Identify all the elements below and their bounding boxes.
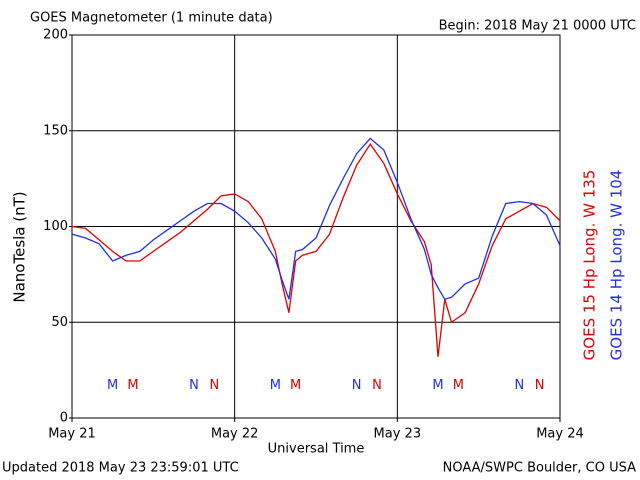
- y-tick-label: 100: [43, 219, 68, 234]
- line-series: [71, 142, 561, 357]
- annotation: N: [514, 378, 524, 393]
- footer-left: Updated 2018 May 23 23:59:01 UTC: [2, 461, 239, 476]
- annotation: M: [270, 378, 281, 393]
- chart-subtitle: Begin: 2018 May 21 0000 UTC: [439, 19, 636, 34]
- chart-title: GOES Magnetometer (1 minute data): [30, 11, 273, 26]
- annotation: N: [372, 378, 382, 393]
- annotation: M: [453, 378, 464, 393]
- annotation: N: [189, 378, 199, 393]
- annotation: M: [127, 378, 138, 393]
- annotation: M: [290, 378, 301, 393]
- annotation: M: [107, 378, 118, 393]
- y-tick-label: 150: [43, 123, 68, 138]
- y-tick-label: 50: [51, 315, 68, 330]
- y-tick-label: 0: [60, 411, 68, 426]
- annotation: N: [535, 378, 545, 393]
- x-tick-label: May 23: [374, 427, 422, 442]
- line-series: [71, 137, 561, 301]
- x-tick-label: May 21: [48, 427, 96, 442]
- legend-entry: GOES 15 Hp Long. W 135: [581, 170, 599, 361]
- legend-entry: GOES 14 Hp Long. W 104: [608, 170, 626, 361]
- x-tick-label: May 24: [536, 427, 584, 442]
- annotation: M: [432, 378, 443, 393]
- annotation: N: [352, 378, 362, 393]
- x-tick-label: May 22: [211, 427, 259, 442]
- y-tick-label: 200: [43, 28, 68, 43]
- annotation: N: [209, 378, 219, 393]
- x-axis-label: Universal Time: [268, 442, 365, 457]
- y-axis-label: NanoTesla (nT): [11, 191, 29, 302]
- footer-right: NOAA/SWPC Boulder, CO USA: [443, 461, 636, 476]
